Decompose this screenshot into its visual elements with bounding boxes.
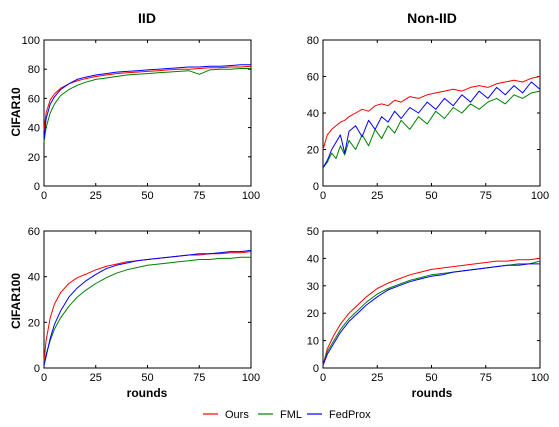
noniid-cifar100-xtick-label: 25 bbox=[371, 372, 383, 384]
iid-cifar100-ytick-label: 20 bbox=[28, 317, 40, 329]
legend-label-ours: Ours bbox=[225, 409, 249, 421]
panel-iid-cifar100: 0 25 50 75 100 0 20 40 60 bbox=[28, 226, 260, 384]
noniid-cifar10-series-fedprox bbox=[322, 81, 541, 169]
legend-label-fml: FML bbox=[280, 409, 302, 421]
iid-cifar10-series-fedprox bbox=[43, 64, 251, 140]
iid-cifar10-ytick-label: 0 bbox=[34, 181, 40, 193]
iid-cifar100-xtick-label: 75 bbox=[193, 372, 205, 384]
col-title-noniid: Non-IID bbox=[407, 10, 457, 26]
noniid-cifar100-ytick-label: 20 bbox=[307, 308, 319, 320]
iid-cifar10-ytick-label: 20 bbox=[28, 152, 40, 164]
legend-label-fedprox: FedProx bbox=[329, 409, 371, 421]
noniid-cifar10-xtick-label: 50 bbox=[425, 190, 437, 202]
xlabel-rounds-right: rounds bbox=[412, 386, 453, 400]
noniid-cifar100-series-fml bbox=[322, 260, 541, 366]
iid-cifar10-xtick-label: 50 bbox=[141, 190, 153, 202]
iid-cifar100-series-ours bbox=[43, 251, 252, 362]
noniid-cifar100-ytick-label: 10 bbox=[307, 336, 319, 348]
iid-cifar10-series-ours bbox=[43, 65, 252, 131]
noniid-cifar100-xtick-label: 75 bbox=[480, 372, 492, 384]
noniid-cifar10-ytick-label: 0 bbox=[313, 181, 319, 193]
iid-cifar10-ytick-label: 60 bbox=[28, 93, 40, 105]
panel-noniid-cifar10: 0 25 50 75 100 0 20 40 60 80 bbox=[307, 35, 549, 202]
iid-cifar10-ytick-label: 80 bbox=[28, 64, 40, 76]
noniid-cifar100-ytick-label: 40 bbox=[307, 253, 319, 265]
xlabel-rounds-left: rounds bbox=[127, 386, 168, 400]
noniid-cifar100-ytick-label: 30 bbox=[307, 281, 319, 293]
noniid-cifar10-ytick-label: 80 bbox=[307, 35, 319, 47]
iid-cifar10-ytick-label: 100 bbox=[22, 35, 40, 47]
noniid-cifar100-ytick-label: 0 bbox=[313, 363, 319, 375]
noniid-cifar100-series-fedprox bbox=[322, 263, 540, 366]
noniid-cifar10-series-fml bbox=[322, 90, 541, 169]
noniid-cifar100-xtick-label: 50 bbox=[425, 372, 437, 384]
noniid-cifar10-ytick-label: 60 bbox=[307, 72, 319, 84]
panel-noniid-cifar100: 0 25 50 75 100 0 10 20 30 40 50 bbox=[307, 226, 549, 384]
noniid-cifar10-ytick-label: 20 bbox=[307, 145, 319, 157]
panel-iid-cifar10: 0 25 50 75 100 0 20 40 60 80 100 bbox=[22, 35, 261, 202]
noniid-cifar10-xtick-label: 25 bbox=[371, 190, 383, 202]
noniid-cifar10-xtick-label: 100 bbox=[531, 190, 549, 202]
iid-cifar10-xtick-label: 0 bbox=[41, 190, 47, 202]
iid-cifar100-xtick-label: 100 bbox=[242, 372, 260, 384]
noniid-cifar100-xtick-label: 100 bbox=[531, 372, 549, 384]
col-title-iid: IID bbox=[138, 10, 156, 26]
iid-cifar10-series-fml bbox=[43, 68, 251, 143]
iid-cifar10-xtick-label: 25 bbox=[90, 190, 102, 202]
row-label-cifar10: CIFAR10 bbox=[9, 87, 23, 137]
iid-cifar100-ytick-label: 0 bbox=[34, 363, 40, 375]
row-label-cifar100: CIFAR100 bbox=[9, 273, 23, 329]
iid-cifar100-xtick-label: 25 bbox=[90, 372, 102, 384]
iid-cifar100-series-fml bbox=[43, 256, 251, 364]
noniid-cifar100-ytick-label: 50 bbox=[307, 226, 319, 238]
iid-cifar100-ytick-label: 40 bbox=[28, 272, 40, 284]
noniid-cifar10-xtick-label: 75 bbox=[480, 190, 492, 202]
iid-cifar100-xtick-label: 0 bbox=[41, 372, 47, 384]
noniid-cifar10-xtick-label: 0 bbox=[320, 190, 326, 202]
iid-cifar100-series-fedprox bbox=[43, 249, 252, 366]
noniid-cifar100-series-ours bbox=[322, 257, 541, 366]
noniid-cifar10-series-ours bbox=[322, 76, 541, 150]
iid-cifar10-xtick-label: 75 bbox=[193, 190, 205, 202]
iid-cifar10-plot-frame bbox=[43, 39, 252, 187]
noniid-cifar100-plot-frame bbox=[322, 230, 541, 369]
noniid-cifar10-ytick-label: 40 bbox=[307, 108, 319, 120]
iid-cifar100-xtick-label: 50 bbox=[141, 372, 153, 384]
iid-cifar100-ytick-label: 60 bbox=[28, 226, 40, 238]
iid-cifar10-xtick-label: 100 bbox=[242, 190, 260, 202]
noniid-cifar100-xtick-label: 0 bbox=[320, 372, 326, 384]
legend: Ours FML FedProx bbox=[203, 409, 371, 421]
iid-cifar10-ytick-label: 40 bbox=[28, 123, 40, 135]
